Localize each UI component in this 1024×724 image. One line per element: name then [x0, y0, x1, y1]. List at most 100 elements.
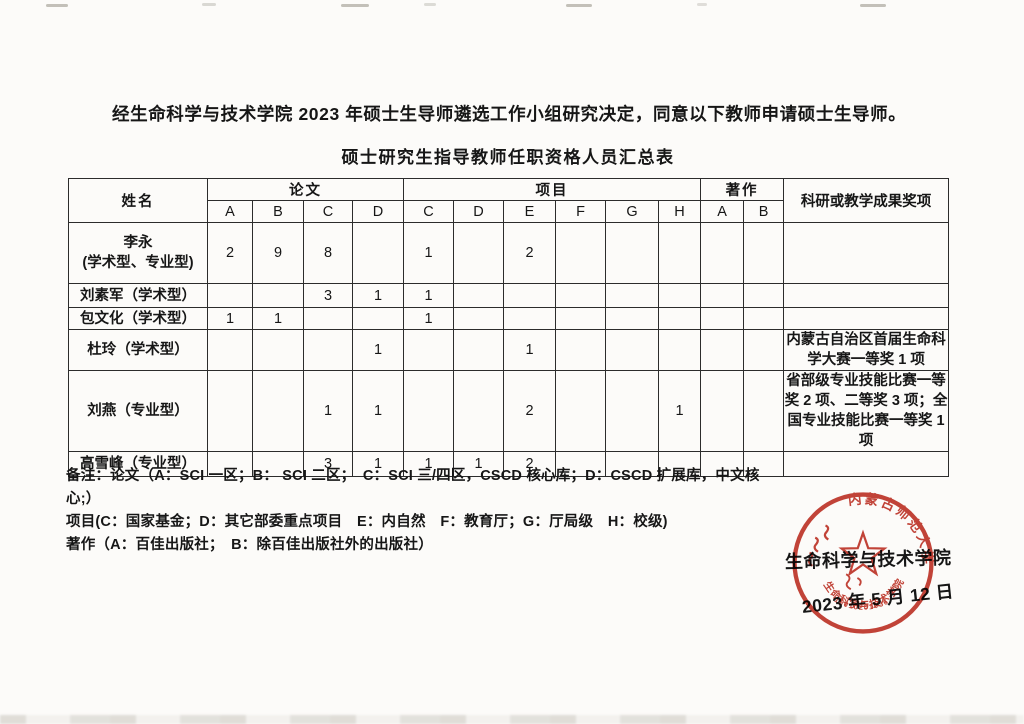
column-letter: A	[700, 200, 745, 223]
seal-mongolian-script	[807, 551, 814, 567]
teacher-name-cell: 李永 (学术型、专业型)	[68, 222, 208, 284]
award-cell	[783, 307, 950, 330]
count-cell: 1	[352, 283, 404, 308]
column-letter: C	[303, 200, 353, 223]
count-cell	[403, 370, 454, 452]
count-cell	[700, 370, 745, 452]
seal-mongolian-script	[823, 524, 830, 541]
count-cell	[252, 329, 304, 371]
scan-artifact	[424, 3, 436, 6]
header-group-row: 姓名 论文 项目 著作 科研或教学成果奖项	[68, 178, 950, 223]
count-cell	[303, 329, 353, 371]
count-cell	[657, 307, 702, 330]
column-letter: D	[453, 200, 504, 223]
count-cell	[743, 451, 785, 477]
count-cell	[207, 370, 253, 452]
count-cell: 1	[252, 307, 304, 330]
count-cell: 2	[503, 451, 556, 477]
count-cell: 2	[207, 222, 253, 284]
intro-paragraph: 经生命科学与技术学院 2023 年硕士生导师遴选工作小组研究决定，同意以下教师申…	[112, 104, 907, 124]
count-cell	[555, 451, 606, 477]
count-cell: 1	[352, 370, 404, 452]
scan-artifact	[202, 3, 216, 6]
scan-artifact	[860, 4, 886, 7]
count-cell	[743, 222, 785, 284]
count-cell	[743, 307, 785, 330]
table-row: 杜玲（学术型） 1 1 内蒙古自治区首届生命科学大赛一等奖 1 项	[68, 329, 950, 371]
seal-star-icon	[838, 529, 888, 577]
count-cell	[743, 329, 785, 371]
count-cell	[555, 370, 606, 452]
footnote-line: 著作（A：百佳出版社； B：除百佳出版社外的出版社）	[66, 537, 433, 553]
footnote-line: 项目(C：国家基金；D：其它部委重点项目 E：内自然 F：教育厅；G：厅局级 H…	[66, 514, 668, 530]
table-row: 刘素军（学术型） 3 1 1	[68, 283, 950, 308]
footnotes: 备注：论文（A：SCI 一区；B： SCI 二区； C：SCI 三/四区，CSC…	[66, 465, 766, 557]
count-cell: 1	[207, 307, 253, 330]
count-cell	[453, 370, 504, 452]
count-cell	[605, 451, 659, 477]
count-cell	[352, 222, 404, 284]
count-cell: 8	[303, 222, 353, 284]
table-title: 硕士研究生指导教师任职资格人员汇总表	[341, 148, 675, 167]
count-cell	[555, 283, 606, 308]
count-cell	[743, 283, 785, 308]
col-header-papers: 论文	[207, 178, 404, 201]
col-header-works: 著作	[700, 178, 785, 201]
column-letter: G	[605, 200, 659, 223]
count-cell: 1	[352, 451, 404, 477]
teacher-name-cell: 刘燕（专业型）	[68, 370, 208, 452]
count-cell	[252, 451, 304, 477]
count-cell: 1	[403, 222, 454, 284]
count-cell: 1	[303, 370, 353, 452]
award-cell: 省部级专业技能比赛一等奖 2 项、二等奖 3 项；全国专业技能比赛一等奖 1 项	[783, 370, 950, 452]
award-cell: 内蒙古自治区首届生命科学大赛一等奖 1 项	[783, 329, 950, 371]
count-cell	[700, 283, 745, 308]
count-cell: 9	[252, 222, 304, 284]
count-cell: 1	[403, 451, 454, 477]
count-cell: 1	[503, 329, 556, 371]
count-cell	[605, 329, 659, 371]
count-cell	[453, 307, 504, 330]
count-cell	[555, 329, 606, 371]
teacher-name-cell: 高雪峰（专业型）	[68, 451, 208, 477]
column-letter: B	[743, 200, 785, 223]
count-cell	[453, 222, 504, 284]
count-cell	[657, 451, 702, 477]
col-header-awards: 科研或教学成果奖项	[783, 178, 950, 223]
count-cell: 3	[303, 283, 353, 308]
seal-mongolian-script	[845, 573, 862, 591]
award-cell	[783, 222, 950, 284]
award-cell	[783, 283, 950, 308]
count-cell: 1	[657, 370, 702, 452]
count-cell	[303, 307, 353, 330]
count-cell	[207, 329, 253, 371]
official-seal: 内蒙古师范大学 生命科学与技术学院 15010201036	[792, 490, 936, 634]
column-letter: E	[503, 200, 556, 223]
count-cell	[700, 329, 745, 371]
count-cell	[700, 222, 745, 284]
count-cell	[605, 307, 659, 330]
teacher-name-cell: 刘素军（学术型）	[68, 283, 208, 308]
count-cell: 3	[303, 451, 353, 477]
column-letter: H	[657, 200, 702, 223]
seal-university-text: 内蒙古师范大学	[847, 490, 936, 567]
column-letter: F	[555, 200, 606, 223]
count-cell	[657, 329, 702, 371]
col-header-name: 姓名	[68, 178, 208, 223]
count-cell	[503, 307, 556, 330]
seal-mongolian-script	[813, 536, 819, 553]
count-cell	[403, 329, 454, 371]
count-cell	[700, 451, 745, 477]
count-cell	[252, 370, 304, 452]
count-cell	[657, 283, 702, 308]
scan-artifact-bottom	[0, 715, 1024, 724]
count-cell	[555, 307, 606, 330]
table-row: 李永 (学术型、专业型) 2 9 8 1 2	[68, 222, 950, 284]
column-letter: D	[352, 200, 404, 223]
count-cell	[700, 307, 745, 330]
table-row: 刘燕（专业型） 1 1 2 1 省部级专业技能比赛一等奖 2 项、二等奖 3 项；全国专业…	[68, 370, 950, 452]
column-letter: B	[252, 200, 304, 223]
col-header-projects: 项目	[402, 178, 702, 201]
